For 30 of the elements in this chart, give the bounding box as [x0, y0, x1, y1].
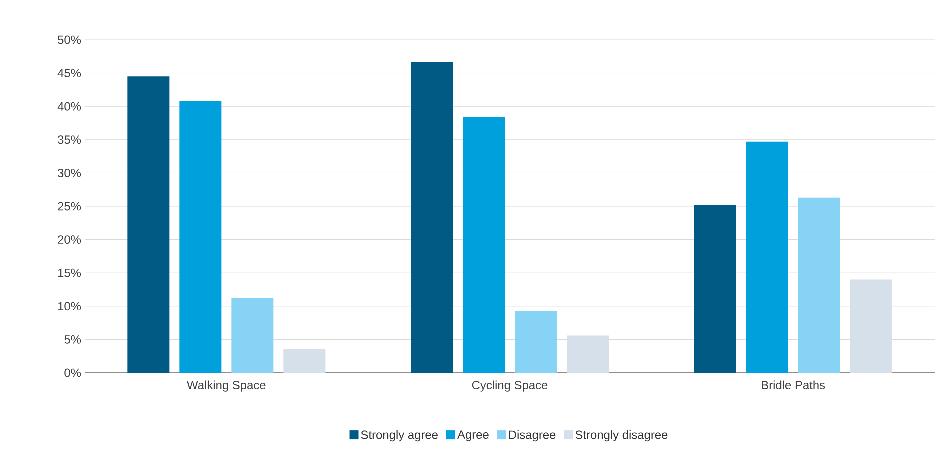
y-tick-label: 15% — [58, 268, 82, 278]
x-tick-label: Walking Space — [187, 380, 266, 392]
legend-label: Agree — [458, 430, 489, 442]
y-tick-label: 40% — [58, 102, 82, 111]
y-tick-label: 20% — [58, 236, 82, 244]
y-tick-label: 5% — [64, 335, 82, 344]
y-tick-label: 30% — [58, 168, 82, 178]
legend-label: Strongly agree — [361, 430, 438, 442]
legend-label: Strongly disagree — [576, 430, 668, 442]
x-tick-label: Cycling Space — [472, 380, 548, 392]
bar — [232, 298, 274, 373]
y-tick-label: 45% — [58, 69, 82, 78]
x-tick-label: Bridle Paths — [762, 380, 826, 390]
bar — [567, 336, 610, 373]
bar — [128, 76, 170, 373]
bar — [463, 117, 506, 373]
bar — [798, 198, 840, 373]
y-tick-label: 50% — [58, 36, 82, 44]
y-tick-label: 25% — [58, 202, 82, 211]
bar — [284, 349, 326, 373]
y-tick-label: 10% — [58, 302, 82, 311]
bar — [694, 205, 736, 373]
bar — [180, 101, 222, 373]
bar — [515, 311, 558, 373]
bar — [411, 62, 454, 373]
legend-label: Disagree — [509, 430, 556, 442]
y-tick-label: 0% — [64, 368, 82, 378]
bar — [850, 280, 892, 373]
y-tick-label: 35% — [58, 136, 82, 144]
bar — [746, 142, 788, 373]
